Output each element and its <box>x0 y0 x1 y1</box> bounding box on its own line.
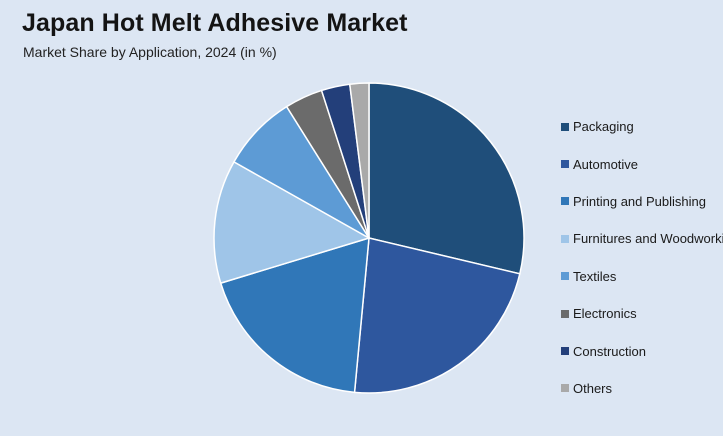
chart-subtitle: Market Share by Application, 2024 (in %) <box>23 44 277 60</box>
legend-label: Electronics <box>573 306 637 322</box>
legend-swatch <box>561 122 569 131</box>
legend-label: Textiles <box>573 268 617 284</box>
legend-swatch <box>561 272 569 281</box>
legend-swatch <box>561 197 569 206</box>
legend-item: Textiles <box>561 258 723 295</box>
legend-item: Automotive <box>561 145 723 182</box>
legend-item: Electronics <box>561 295 723 332</box>
legend-item: Furnitures and Woodworking <box>561 220 723 257</box>
legend-label: Automotive <box>573 156 639 172</box>
legend-swatch <box>561 234 569 243</box>
chart-legend: Packaging Automotive Printing and Publishi… <box>561 108 723 407</box>
legend-item: Construction <box>561 332 723 369</box>
pie-slice-furnitures-and-woodworking <box>213 160 371 285</box>
legend-swatch <box>561 160 569 169</box>
pie-slice-others <box>348 82 370 239</box>
legend-label: Construction <box>573 343 646 359</box>
legend-label: Others <box>573 380 613 396</box>
legend-item: Others <box>561 370 723 407</box>
pie-slice-printing-and-publishing <box>219 236 370 394</box>
legend-item: Printing and Publishing <box>561 183 723 220</box>
pie-slice-automotive <box>353 237 521 394</box>
pie-slice-packaging <box>368 82 525 275</box>
legend-label: Packaging <box>573 119 634 135</box>
legend-swatch <box>561 347 569 356</box>
legend-swatch <box>561 384 569 393</box>
legend-label: Furnitures and Woodworking <box>573 231 723 247</box>
chart-title: Japan Hot Melt Adhesive Market <box>22 9 408 37</box>
legend-item: Packaging <box>561 108 723 145</box>
legend-label: Printing and Publishing <box>573 193 706 209</box>
legend-swatch <box>561 309 569 318</box>
